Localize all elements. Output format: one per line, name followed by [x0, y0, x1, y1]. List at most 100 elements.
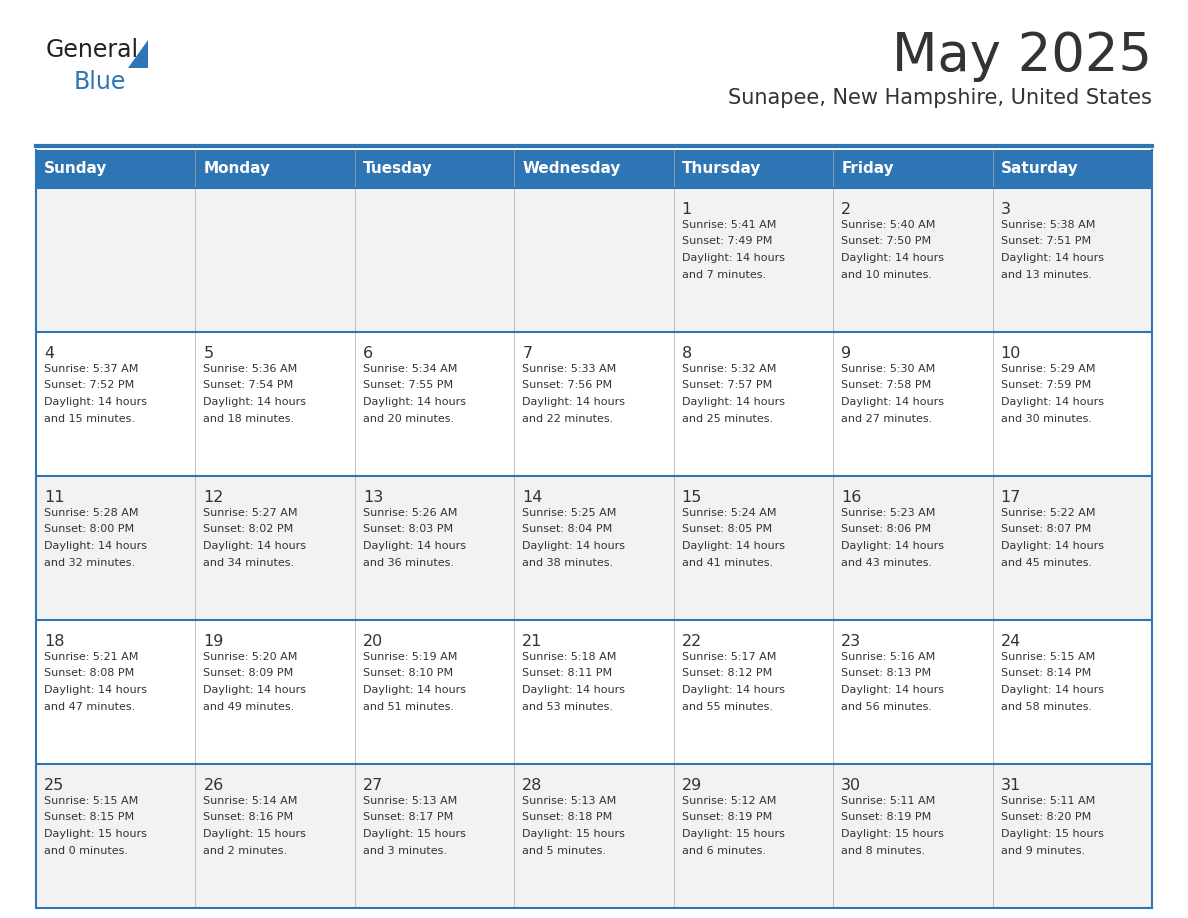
- Bar: [36, 188, 1152, 332]
- Text: Sunrise: 5:23 AM: Sunrise: 5:23 AM: [841, 508, 935, 518]
- Text: 22: 22: [682, 634, 702, 649]
- Text: and 36 minutes.: and 36 minutes.: [362, 557, 454, 567]
- Text: and 58 minutes.: and 58 minutes.: [1000, 701, 1092, 711]
- Text: 5: 5: [203, 346, 214, 361]
- Text: Daylight: 14 hours: Daylight: 14 hours: [203, 541, 307, 551]
- Text: Daylight: 14 hours: Daylight: 14 hours: [203, 685, 307, 695]
- Text: and 5 minutes.: and 5 minutes.: [523, 845, 606, 856]
- Text: Daylight: 15 hours: Daylight: 15 hours: [841, 829, 944, 839]
- Text: Daylight: 15 hours: Daylight: 15 hours: [203, 829, 307, 839]
- Text: 9: 9: [841, 346, 852, 361]
- Text: Sunset: 8:06 PM: Sunset: 8:06 PM: [841, 524, 931, 534]
- Text: Sunrise: 5:18 AM: Sunrise: 5:18 AM: [523, 652, 617, 662]
- Text: Daylight: 14 hours: Daylight: 14 hours: [682, 541, 785, 551]
- Text: and 3 minutes.: and 3 minutes.: [362, 845, 447, 856]
- Bar: [36, 620, 1152, 764]
- Text: Sunrise: 5:25 AM: Sunrise: 5:25 AM: [523, 508, 617, 518]
- Polygon shape: [128, 40, 148, 68]
- Text: Blue: Blue: [74, 70, 126, 94]
- Text: 7: 7: [523, 346, 532, 361]
- Text: and 25 minutes.: and 25 minutes.: [682, 413, 773, 423]
- Text: and 0 minutes.: and 0 minutes.: [44, 845, 128, 856]
- Text: Daylight: 14 hours: Daylight: 14 hours: [682, 253, 785, 263]
- Text: 31: 31: [1000, 778, 1020, 793]
- Text: and 45 minutes.: and 45 minutes.: [1000, 557, 1092, 567]
- Text: Sunset: 7:54 PM: Sunset: 7:54 PM: [203, 380, 293, 390]
- Text: Daylight: 14 hours: Daylight: 14 hours: [841, 685, 944, 695]
- Text: Sunset: 7:55 PM: Sunset: 7:55 PM: [362, 380, 453, 390]
- Text: Sunrise: 5:11 AM: Sunrise: 5:11 AM: [1000, 796, 1095, 806]
- Text: and 32 minutes.: and 32 minutes.: [44, 557, 135, 567]
- Text: Sunset: 7:58 PM: Sunset: 7:58 PM: [841, 380, 931, 390]
- Text: Sunset: 7:50 PM: Sunset: 7:50 PM: [841, 237, 931, 247]
- Text: Daylight: 14 hours: Daylight: 14 hours: [682, 685, 785, 695]
- Text: Daylight: 14 hours: Daylight: 14 hours: [841, 541, 944, 551]
- Text: Sunrise: 5:19 AM: Sunrise: 5:19 AM: [362, 652, 457, 662]
- Text: Daylight: 15 hours: Daylight: 15 hours: [682, 829, 784, 839]
- Text: Sunset: 8:19 PM: Sunset: 8:19 PM: [682, 812, 772, 823]
- Text: Sunrise: 5:15 AM: Sunrise: 5:15 AM: [1000, 652, 1095, 662]
- Text: and 43 minutes.: and 43 minutes.: [841, 557, 933, 567]
- Text: Daylight: 14 hours: Daylight: 14 hours: [203, 397, 307, 407]
- Text: 24: 24: [1000, 634, 1020, 649]
- Text: Sunset: 8:20 PM: Sunset: 8:20 PM: [1000, 812, 1091, 823]
- Text: 8: 8: [682, 346, 691, 361]
- Text: Sunrise: 5:14 AM: Sunrise: 5:14 AM: [203, 796, 298, 806]
- Text: Sunrise: 5:17 AM: Sunrise: 5:17 AM: [682, 652, 776, 662]
- Text: Sunset: 8:04 PM: Sunset: 8:04 PM: [523, 524, 613, 534]
- Text: and 56 minutes.: and 56 minutes.: [841, 701, 933, 711]
- Text: Sunset: 8:08 PM: Sunset: 8:08 PM: [44, 668, 134, 678]
- Text: 2: 2: [841, 202, 852, 217]
- Text: Daylight: 14 hours: Daylight: 14 hours: [44, 541, 147, 551]
- Text: Daylight: 15 hours: Daylight: 15 hours: [362, 829, 466, 839]
- Text: Daylight: 14 hours: Daylight: 14 hours: [523, 541, 625, 551]
- Text: and 47 minutes.: and 47 minutes.: [44, 701, 135, 711]
- Text: Sunrise: 5:33 AM: Sunrise: 5:33 AM: [523, 364, 617, 374]
- Text: Daylight: 14 hours: Daylight: 14 hours: [1000, 397, 1104, 407]
- Text: and 27 minutes.: and 27 minutes.: [841, 413, 933, 423]
- Text: Sunrise: 5:26 AM: Sunrise: 5:26 AM: [362, 508, 457, 518]
- Text: and 8 minutes.: and 8 minutes.: [841, 845, 925, 856]
- Text: Sunapee, New Hampshire, United States: Sunapee, New Hampshire, United States: [728, 88, 1152, 108]
- Text: Daylight: 15 hours: Daylight: 15 hours: [523, 829, 625, 839]
- Text: and 18 minutes.: and 18 minutes.: [203, 413, 295, 423]
- Text: Sunset: 7:59 PM: Sunset: 7:59 PM: [1000, 380, 1091, 390]
- Text: Wednesday: Wednesday: [523, 162, 620, 176]
- Text: Sunrise: 5:16 AM: Sunrise: 5:16 AM: [841, 652, 935, 662]
- Text: and 13 minutes.: and 13 minutes.: [1000, 270, 1092, 279]
- Text: 10: 10: [1000, 346, 1020, 361]
- Text: Daylight: 14 hours: Daylight: 14 hours: [1000, 541, 1104, 551]
- Text: 23: 23: [841, 634, 861, 649]
- Text: 4: 4: [44, 346, 55, 361]
- Text: Sunset: 8:17 PM: Sunset: 8:17 PM: [362, 812, 453, 823]
- Text: Daylight: 14 hours: Daylight: 14 hours: [523, 397, 625, 407]
- Text: Sunset: 8:07 PM: Sunset: 8:07 PM: [1000, 524, 1091, 534]
- Text: General: General: [46, 38, 139, 62]
- Text: 21: 21: [523, 634, 543, 649]
- Text: Sunset: 7:57 PM: Sunset: 7:57 PM: [682, 380, 772, 390]
- Text: Daylight: 14 hours: Daylight: 14 hours: [1000, 253, 1104, 263]
- Text: Sunrise: 5:22 AM: Sunrise: 5:22 AM: [1000, 508, 1095, 518]
- Text: Sunrise: 5:13 AM: Sunrise: 5:13 AM: [362, 796, 457, 806]
- Text: Sunrise: 5:34 AM: Sunrise: 5:34 AM: [362, 364, 457, 374]
- Text: Saturday: Saturday: [1000, 162, 1079, 176]
- Text: and 7 minutes.: and 7 minutes.: [682, 270, 766, 279]
- Text: 3: 3: [1000, 202, 1011, 217]
- Bar: [36, 332, 1152, 476]
- Text: and 41 minutes.: and 41 minutes.: [682, 557, 773, 567]
- Text: Friday: Friday: [841, 162, 893, 176]
- Text: Daylight: 14 hours: Daylight: 14 hours: [841, 253, 944, 263]
- Text: Sunset: 8:13 PM: Sunset: 8:13 PM: [841, 668, 931, 678]
- Text: Daylight: 14 hours: Daylight: 14 hours: [841, 397, 944, 407]
- Text: 14: 14: [523, 490, 543, 505]
- Text: Daylight: 14 hours: Daylight: 14 hours: [682, 397, 785, 407]
- Text: Sunset: 7:52 PM: Sunset: 7:52 PM: [44, 380, 134, 390]
- Text: and 38 minutes.: and 38 minutes.: [523, 557, 613, 567]
- Text: Daylight: 14 hours: Daylight: 14 hours: [362, 541, 466, 551]
- Text: Sunrise: 5:27 AM: Sunrise: 5:27 AM: [203, 508, 298, 518]
- Text: Daylight: 14 hours: Daylight: 14 hours: [362, 685, 466, 695]
- Text: and 53 minutes.: and 53 minutes.: [523, 701, 613, 711]
- Text: Tuesday: Tuesday: [362, 162, 432, 176]
- Text: and 51 minutes.: and 51 minutes.: [362, 701, 454, 711]
- Text: 13: 13: [362, 490, 383, 505]
